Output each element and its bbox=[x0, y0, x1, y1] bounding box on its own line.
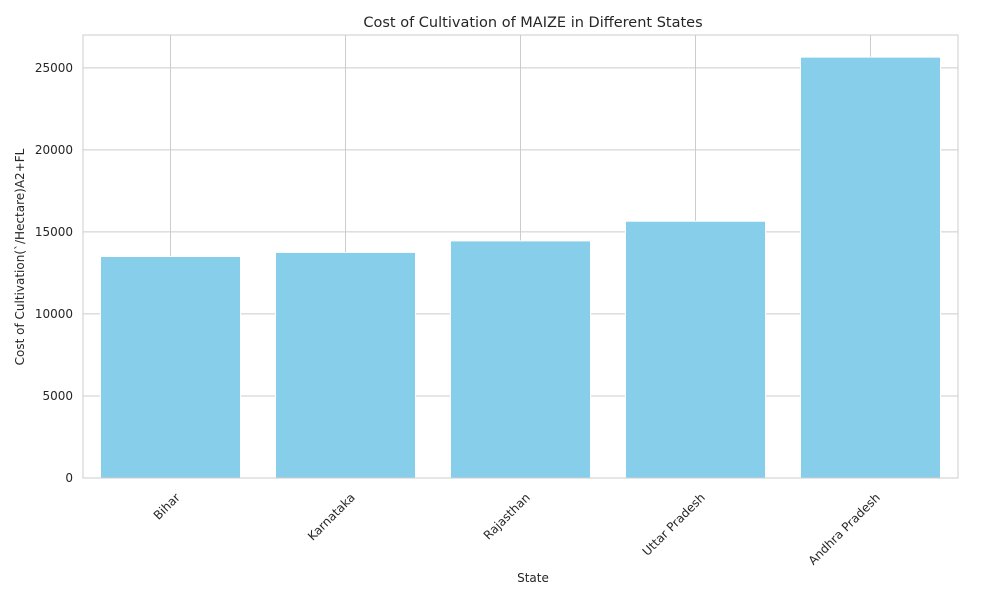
bar-andhra-pradesh bbox=[800, 56, 941, 479]
bar-uttar-pradesh bbox=[625, 220, 766, 479]
bar-rajasthan bbox=[450, 240, 591, 479]
bar-bihar bbox=[100, 256, 241, 479]
x-axis-label: State bbox=[517, 571, 549, 585]
y-tick-labels: 0 5000 10000 15000 20000 25000 bbox=[35, 61, 73, 485]
y-axis-label: Cost of Cultivation(`/Hectare)A2+FL bbox=[13, 148, 27, 365]
y-tick-label: 5000 bbox=[42, 389, 73, 403]
y-tick-label: 25000 bbox=[35, 61, 73, 75]
chart-title: Cost of Cultivation of MAIZE in Differen… bbox=[363, 15, 702, 31]
y-tick-label: 15000 bbox=[35, 225, 73, 239]
bar-karnataka bbox=[275, 251, 416, 479]
y-tick-label: 0 bbox=[65, 471, 73, 485]
y-tick-label: 20000 bbox=[35, 143, 73, 157]
y-tick-label: 10000 bbox=[35, 307, 73, 321]
bars-layer bbox=[100, 56, 941, 479]
plot-frame bbox=[82, 34, 959, 479]
